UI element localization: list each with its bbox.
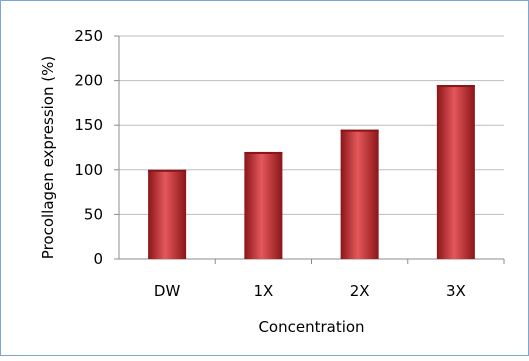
bar-1x [244,151,283,259]
tick-labels: 0 50 100 150 200 250 DW 1X 2X 3X [74,27,465,300]
y-tick-label: 100 [74,161,103,179]
y-tick-label: 200 [74,72,103,90]
y-axis-title: Procollagen expression (%) [39,56,57,259]
x-tick-label: 1X [253,282,273,300]
x-tick-label: DW [154,282,181,300]
bar-top-edge [244,151,283,154]
y-tick-label: 0 [93,250,103,268]
y-tick-label: 50 [84,205,103,223]
bar-dw [148,169,187,259]
y-tick-label: 150 [74,116,103,134]
bar-top-edge [436,85,475,88]
bar-3x [436,85,475,259]
bar-2x [340,129,379,259]
y-tick-label: 250 [74,27,103,45]
bar-top-edge [148,169,187,172]
x-tick-label: 3X [446,282,466,300]
x-tick-label: 2X [350,282,370,300]
x-axis-title: Concentration [258,318,364,336]
bars [148,85,475,259]
bar-top-edge [340,129,379,132]
